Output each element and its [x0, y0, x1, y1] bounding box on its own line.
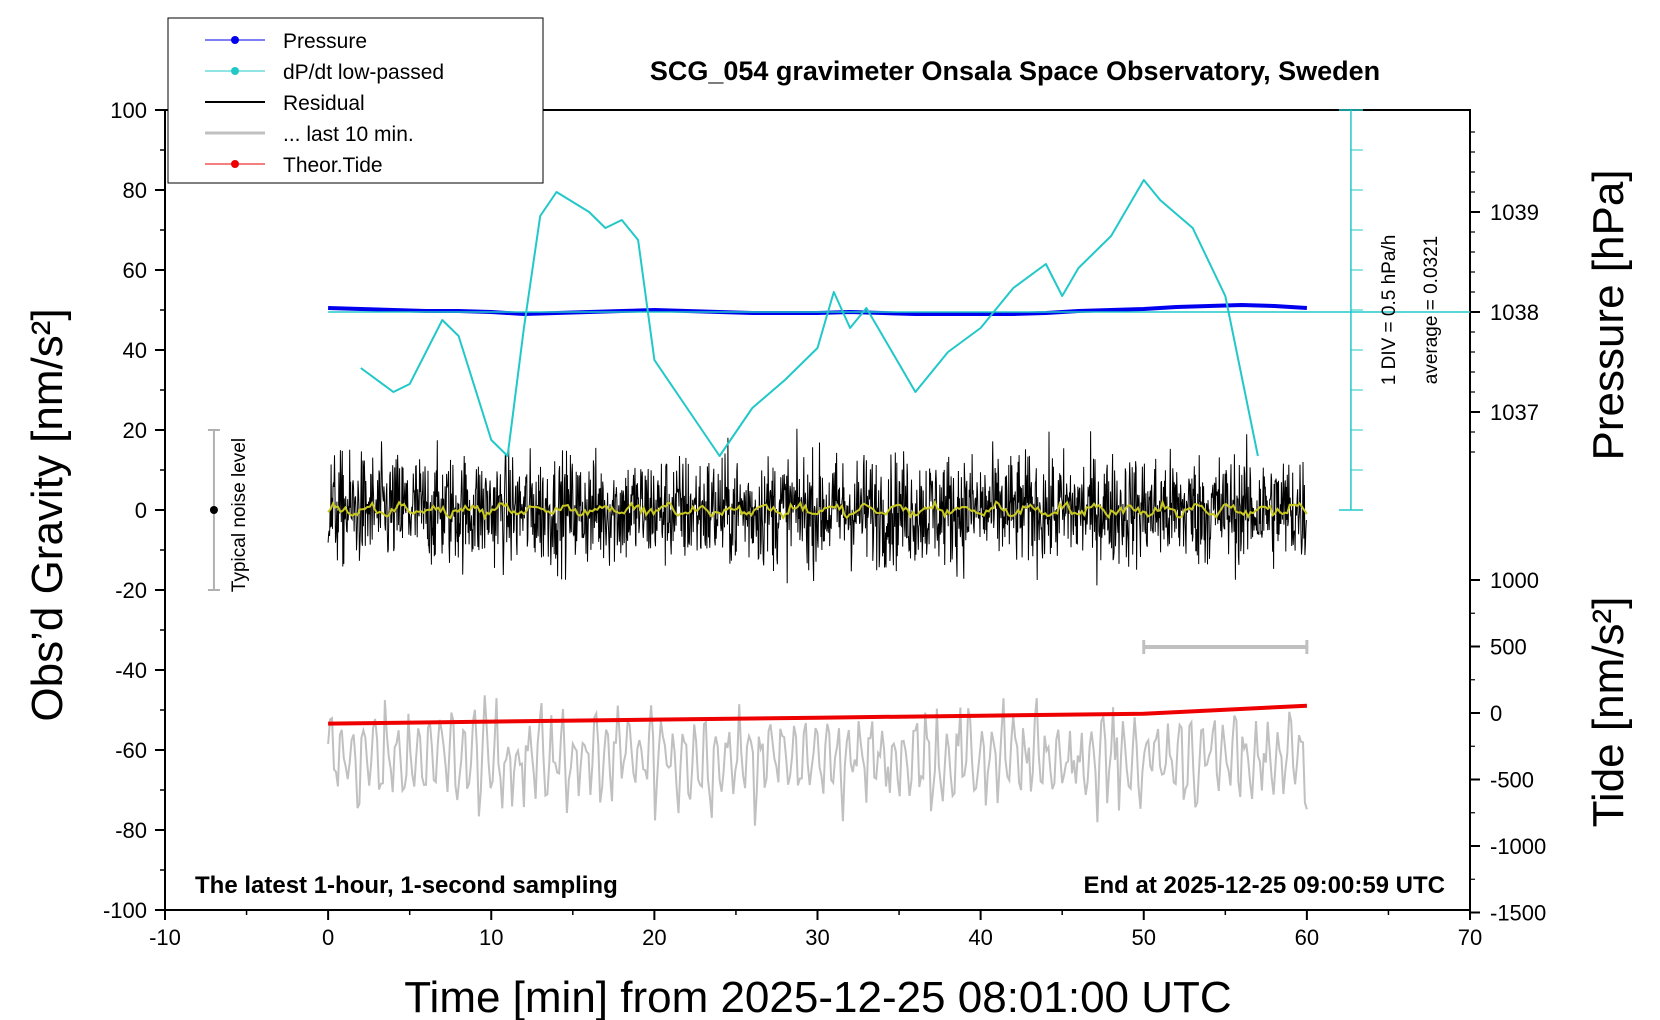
tide-tick-label: -1500: [1490, 901, 1546, 926]
note-bottom-left: The latest 1-hour, 1-second sampling: [195, 872, 618, 899]
legend-label: ... last 10 min.: [283, 123, 414, 146]
noise-level-label: Typical noise level: [229, 438, 250, 592]
y-tick-label: -20: [115, 578, 147, 603]
tide-tick-label: 500: [1490, 635, 1527, 660]
series-tide: [328, 703, 1307, 726]
x-tick-label: 60: [1295, 925, 1319, 950]
legend-label: Residual: [283, 92, 365, 115]
pressure-tick-label: 1037: [1490, 400, 1539, 425]
y-tick-label: 80: [123, 178, 147, 203]
y-tick-label: -40: [115, 658, 147, 683]
legend-dot: [231, 67, 239, 75]
note-bottom-right: End at 2025-12-25 09:00:59 UTC: [1084, 872, 1446, 899]
legend-label: dP/dt low-passed: [283, 61, 444, 84]
noise-level-dot: [209, 506, 218, 514]
series-residual-smoothed: [327, 498, 1308, 521]
y-tick-label: -80: [115, 818, 147, 843]
x-tick-label: 20: [642, 925, 666, 950]
series-last10: [327, 695, 1308, 826]
y-axis-title-pressure: Pressure [hPa]: [1584, 169, 1633, 460]
legend-dot: [231, 36, 239, 44]
legend-dot: [231, 160, 239, 168]
legend-box: [167, 17, 544, 184]
x-tick-label: 50: [1132, 925, 1156, 950]
legend: Pressure dP/dt low-passed Residual ... last…: [167, 17, 544, 184]
tide-tick-label: 1000: [1490, 568, 1539, 593]
series-dpdt: [360, 179, 1259, 457]
series-residual: [327, 428, 1307, 586]
tide-tick-label: -1000: [1490, 834, 1546, 859]
x-tick-label: 30: [805, 925, 829, 950]
y-tick-label: 100: [110, 98, 147, 123]
y-axis-title-tide: Tide [nm/s²]: [1584, 597, 1633, 828]
div-label: 1 DIV = 0.5 hPa/h: [1379, 235, 1400, 386]
average-label: average = 0.0321: [1421, 236, 1442, 384]
x-tick-label: 70: [1458, 925, 1482, 950]
legend-label: Pressure: [283, 30, 367, 53]
y-tick-label: 60: [123, 258, 147, 283]
x-tick-label: 0: [322, 925, 334, 950]
tide-tick-label: 0: [1490, 701, 1502, 726]
y-tick-label: -60: [115, 738, 147, 763]
y-tick-label: 0: [135, 498, 147, 523]
x-tick-label: -10: [149, 925, 181, 950]
tide-tick-label: -500: [1490, 768, 1534, 793]
x-axis-title: Time [min] from 2025-12-25 08:01:00 UTC: [404, 973, 1231, 1020]
x-tick-label: 10: [479, 925, 503, 950]
x-tick-label: 40: [968, 925, 992, 950]
pressure-tick-label: 1039: [1490, 200, 1539, 225]
pressure-tick-label: 1038: [1490, 300, 1539, 325]
y-axis-title-left: Obs’d Gravity [nm/s²]: [23, 308, 72, 721]
legend-label: Theor.Tide: [283, 154, 383, 177]
chart-title: SCG_054 gravimeter Onsala Space Observat…: [650, 56, 1380, 86]
y-tick-label: -100: [103, 898, 147, 923]
y-tick-label: 20: [123, 418, 147, 443]
y-tick-label: 40: [123, 338, 147, 363]
